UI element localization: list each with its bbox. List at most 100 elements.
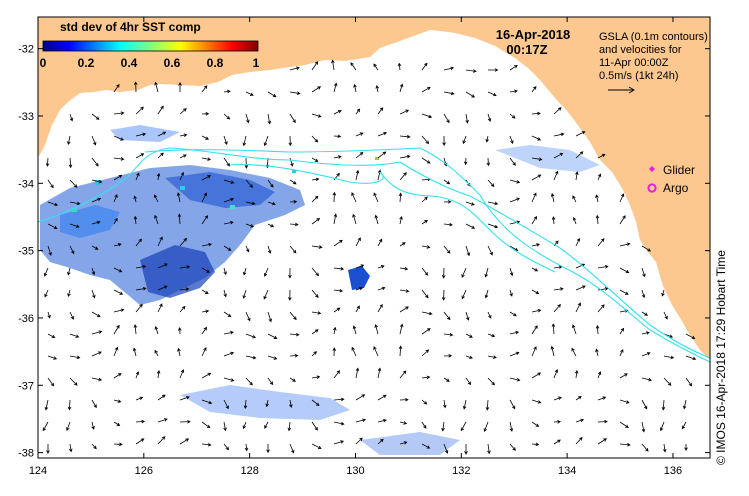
velocity-arrow — [553, 419, 561, 424]
velocity-arrow — [223, 267, 227, 276]
velocity-arrow — [572, 195, 577, 203]
velocity-arrow — [355, 237, 361, 247]
velocity-arrow — [465, 113, 469, 124]
velocity-arrow — [487, 333, 496, 338]
velocity-arrow — [113, 373, 122, 379]
velocity-arrow — [135, 106, 144, 115]
velocity-arrow — [551, 323, 556, 335]
velocity-arrow — [311, 61, 319, 71]
velocity-arrow — [399, 441, 408, 445]
colorbar-gradient — [42, 40, 259, 52]
velocity-arrow — [69, 223, 80, 228]
velocity-arrow — [157, 152, 164, 159]
velocity-arrow — [201, 157, 212, 161]
velocity-arrow — [91, 351, 102, 357]
velocity-arrow — [377, 303, 383, 313]
velocity-arrow — [91, 330, 103, 335]
velocity-arrow — [113, 346, 119, 357]
velocity-arrow — [355, 418, 366, 423]
velocity-arrow — [421, 86, 431, 93]
velocity-arrow — [267, 91, 277, 98]
velocity-arrow — [399, 421, 408, 425]
velocity-arrow — [441, 267, 446, 279]
velocity-arrow — [421, 328, 431, 335]
velocity-arrow — [509, 399, 516, 410]
velocity-arrow — [421, 399, 428, 405]
velocity-arrow — [47, 355, 58, 360]
velocity-arrow — [267, 355, 278, 360]
velocity-arrow — [443, 66, 455, 71]
velocity-arrow — [685, 333, 696, 339]
velocity-arrow — [377, 151, 387, 159]
velocity-arrow — [68, 157, 73, 169]
velocity-arrow — [619, 289, 629, 295]
colorbar-tick-3: 0.6 — [164, 56, 181, 70]
velocity-arrow — [483, 421, 489, 433]
velocity-arrow — [333, 421, 345, 426]
velocity-arrow — [553, 303, 561, 313]
velocity-arrow — [443, 443, 449, 454]
velocity-arrow — [311, 195, 319, 203]
velocity-arrow — [377, 418, 387, 423]
velocity-arrow — [201, 215, 208, 225]
velocity-arrow — [575, 171, 579, 181]
velocity-arrow — [663, 311, 668, 320]
velocity-arrow — [443, 245, 451, 254]
velocity-arrow — [487, 179, 495, 188]
velocity-arrow — [113, 308, 125, 313]
velocity-arrow — [443, 399, 447, 409]
velocity-arrow — [289, 157, 294, 167]
velocity-arrow — [157, 436, 166, 445]
velocity-arrow — [242, 421, 247, 430]
velocity-arrow — [619, 193, 625, 203]
velocity-arrow — [135, 153, 145, 159]
velocity-arrow — [223, 245, 232, 251]
velocity-arrow — [154, 81, 159, 93]
velocity-arrow — [245, 91, 254, 96]
velocity-arrow — [351, 192, 357, 203]
velocity-arrow — [265, 399, 269, 408]
velocity-arrow — [91, 113, 100, 120]
velocity-arrow — [245, 377, 253, 386]
velocity-arrow — [641, 289, 646, 299]
velocity-arrow — [377, 367, 382, 379]
velocity-arrow — [531, 243, 540, 247]
velocity-arrow — [289, 377, 296, 382]
velocity-arrow — [531, 192, 537, 203]
velocity-arrow — [531, 421, 540, 427]
velocity-arrow — [311, 113, 322, 118]
velocity-arrow — [156, 172, 161, 181]
velocity-arrow — [553, 396, 562, 401]
velocity-arrow — [245, 201, 256, 206]
velocity-arrow — [377, 394, 387, 401]
velocity-arrow — [201, 309, 210, 314]
velocity-arrow — [486, 157, 491, 167]
velocity-arrow — [531, 135, 542, 141]
velocity-arrow — [421, 311, 433, 316]
velocity-arrow — [333, 370, 341, 379]
velocity-arrow — [133, 324, 138, 335]
velocity-arrow — [553, 369, 559, 379]
velocity-arrow — [245, 311, 251, 322]
velocity-arrow — [374, 214, 379, 225]
velocity-arrow — [619, 399, 630, 404]
velocity-arrow — [377, 265, 385, 269]
velocity-arrow — [223, 135, 228, 146]
velocity-arrow — [156, 369, 161, 379]
velocity-arrow — [91, 220, 101, 225]
velocity-arrow — [487, 245, 493, 256]
velocity-arrow — [399, 370, 407, 379]
velocity-arrow — [69, 443, 73, 453]
velocity-arrow — [91, 267, 96, 276]
velocity-arrow — [69, 245, 75, 255]
velocity-arrow — [311, 351, 317, 357]
velocity-arrow — [355, 152, 364, 159]
velocity-arrow — [289, 311, 297, 321]
velocity-arrow — [311, 443, 322, 449]
velocity-arrow — [157, 418, 168, 423]
velocity-arrow — [531, 442, 540, 447]
velocity-arrow — [113, 421, 121, 426]
velocity-arrow — [201, 372, 212, 379]
velocity-arrow — [465, 333, 473, 338]
velocity-arrow — [157, 303, 163, 313]
